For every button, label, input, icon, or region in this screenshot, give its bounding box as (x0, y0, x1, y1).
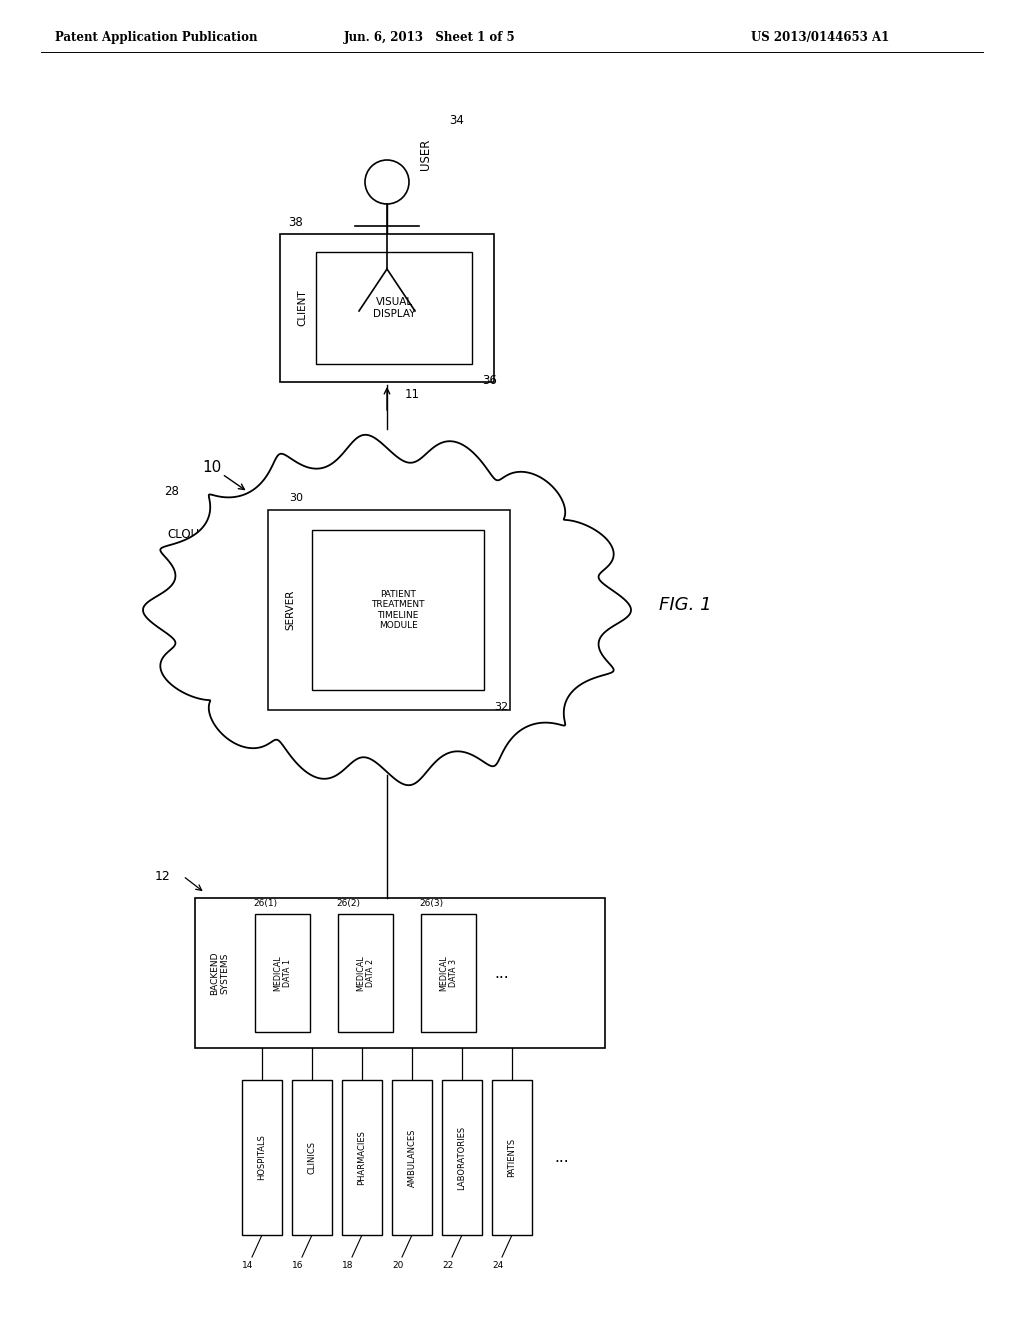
Text: CLINICS: CLINICS (307, 1140, 316, 1173)
Bar (195, 898, 605, 1048)
Text: VISUAL
DISPLAY: VISUAL DISPLAY (373, 297, 416, 319)
Text: 26(2): 26(2) (336, 899, 360, 908)
Text: PATIENT
TREATMENT
TIMELINE
MODULE: PATIENT TREATMENT TIMELINE MODULE (372, 590, 425, 630)
Bar (292, 1080, 332, 1236)
Text: 32: 32 (494, 702, 508, 711)
Bar (268, 510, 510, 710)
Bar (280, 234, 494, 381)
Text: US 2013/0144653 A1: US 2013/0144653 A1 (751, 32, 889, 45)
Text: 30: 30 (289, 492, 303, 503)
Text: MEDICAL
DATA 3: MEDICAL DATA 3 (439, 956, 458, 991)
Text: MEDICAL
DATA 2: MEDICAL DATA 2 (355, 956, 375, 991)
Text: SERVER: SERVER (285, 590, 295, 630)
Text: 20: 20 (392, 1261, 403, 1270)
Bar (342, 1080, 382, 1236)
Text: Jun. 6, 2013   Sheet 1 of 5: Jun. 6, 2013 Sheet 1 of 5 (344, 32, 516, 45)
Text: 28: 28 (165, 484, 179, 498)
Text: CLOUD: CLOUD (167, 528, 209, 541)
Bar (421, 913, 476, 1032)
Text: 24: 24 (493, 1261, 504, 1270)
Text: 22: 22 (442, 1261, 454, 1270)
Bar (442, 1080, 482, 1236)
Text: 12: 12 (155, 870, 171, 883)
Bar (242, 1080, 282, 1236)
Text: 26(3): 26(3) (419, 899, 443, 908)
Text: BACKEND
SYSTEMS: BACKEND SYSTEMS (210, 952, 229, 995)
Text: 14: 14 (243, 1261, 254, 1270)
Text: PATIENTS: PATIENTS (508, 1138, 516, 1177)
Text: Patent Application Publication: Patent Application Publication (55, 32, 257, 45)
Bar (312, 531, 484, 690)
Text: FIG. 1: FIG. 1 (658, 597, 712, 614)
Text: MEDICAL
DATA 1: MEDICAL DATA 1 (272, 956, 292, 991)
Text: PHARMACIES: PHARMACIES (357, 1130, 367, 1185)
Text: USER: USER (419, 139, 432, 170)
Polygon shape (143, 434, 631, 785)
Bar (392, 1080, 432, 1236)
Text: CLIENT: CLIENT (297, 289, 307, 326)
Text: ...: ... (494, 965, 509, 981)
Text: 36: 36 (482, 374, 497, 387)
Text: 10: 10 (203, 461, 221, 475)
Text: 38: 38 (288, 216, 303, 228)
Text: LABORATORIES: LABORATORIES (458, 1126, 467, 1189)
Text: 26(1): 26(1) (253, 899, 278, 908)
Text: 34: 34 (449, 114, 464, 127)
Bar (492, 1080, 532, 1236)
Text: AMBULANCES: AMBULANCES (408, 1129, 417, 1187)
Text: 16: 16 (292, 1261, 304, 1270)
Text: 11: 11 (406, 388, 420, 401)
Bar (338, 913, 393, 1032)
Text: HOSPITALS: HOSPITALS (257, 1135, 266, 1180)
Bar (316, 252, 472, 364)
Text: ...: ... (554, 1150, 568, 1166)
Text: 18: 18 (342, 1261, 353, 1270)
Bar (255, 913, 310, 1032)
